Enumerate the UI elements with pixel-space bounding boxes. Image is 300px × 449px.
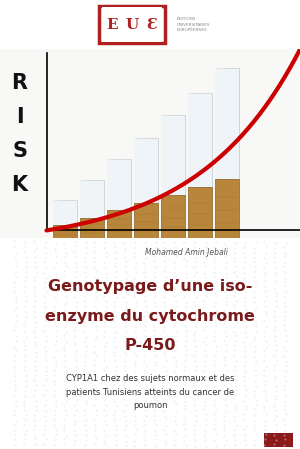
Bar	[106, 210, 131, 238]
Bar	[102, 7, 162, 43]
Text: Mohamed Amin Jebali: Mohamed Amin Jebali	[145, 248, 227, 257]
Bar	[52, 200, 77, 225]
Text: CYP1A1 chez des sujets normaux et des
patients Tunisiens atteints du cancer de
p: CYP1A1 chez des sujets normaux et des pa…	[66, 374, 234, 410]
Text: Ɛ: Ɛ	[146, 18, 157, 32]
Text: R: R	[11, 73, 28, 93]
Text: UNIVERSITAIRES: UNIVERSITAIRES	[177, 23, 211, 26]
Text: U: U	[125, 18, 139, 32]
Bar	[106, 159, 131, 210]
Text: enzyme du cytochrome: enzyme du cytochrome	[45, 308, 255, 324]
Text: E: E	[106, 18, 118, 32]
Bar	[134, 138, 158, 203]
Bar	[80, 180, 104, 217]
Bar	[52, 200, 60, 225]
Bar	[264, 433, 292, 447]
Text: S: S	[12, 141, 27, 161]
Text: EUROPÉENNES: EUROPÉENNES	[177, 28, 208, 32]
Bar	[80, 180, 87, 217]
Bar	[188, 93, 195, 187]
Bar	[80, 217, 104, 238]
Text: K: K	[11, 175, 28, 195]
Bar	[134, 138, 141, 203]
Bar	[214, 68, 222, 179]
Bar	[106, 159, 114, 210]
Bar	[160, 195, 185, 238]
Text: P-450: P-450	[124, 338, 176, 353]
Bar	[52, 225, 77, 238]
Text: Genotypage d’une iso-: Genotypage d’une iso-	[48, 279, 252, 294]
Bar	[188, 93, 212, 187]
Bar	[188, 187, 212, 238]
Bar	[214, 179, 239, 238]
Bar	[214, 68, 239, 179]
Bar	[160, 115, 168, 195]
Bar	[134, 203, 158, 238]
Text: I: I	[16, 107, 23, 127]
Text: ÉDITIONS: ÉDITIONS	[177, 17, 197, 21]
Bar	[160, 115, 185, 195]
